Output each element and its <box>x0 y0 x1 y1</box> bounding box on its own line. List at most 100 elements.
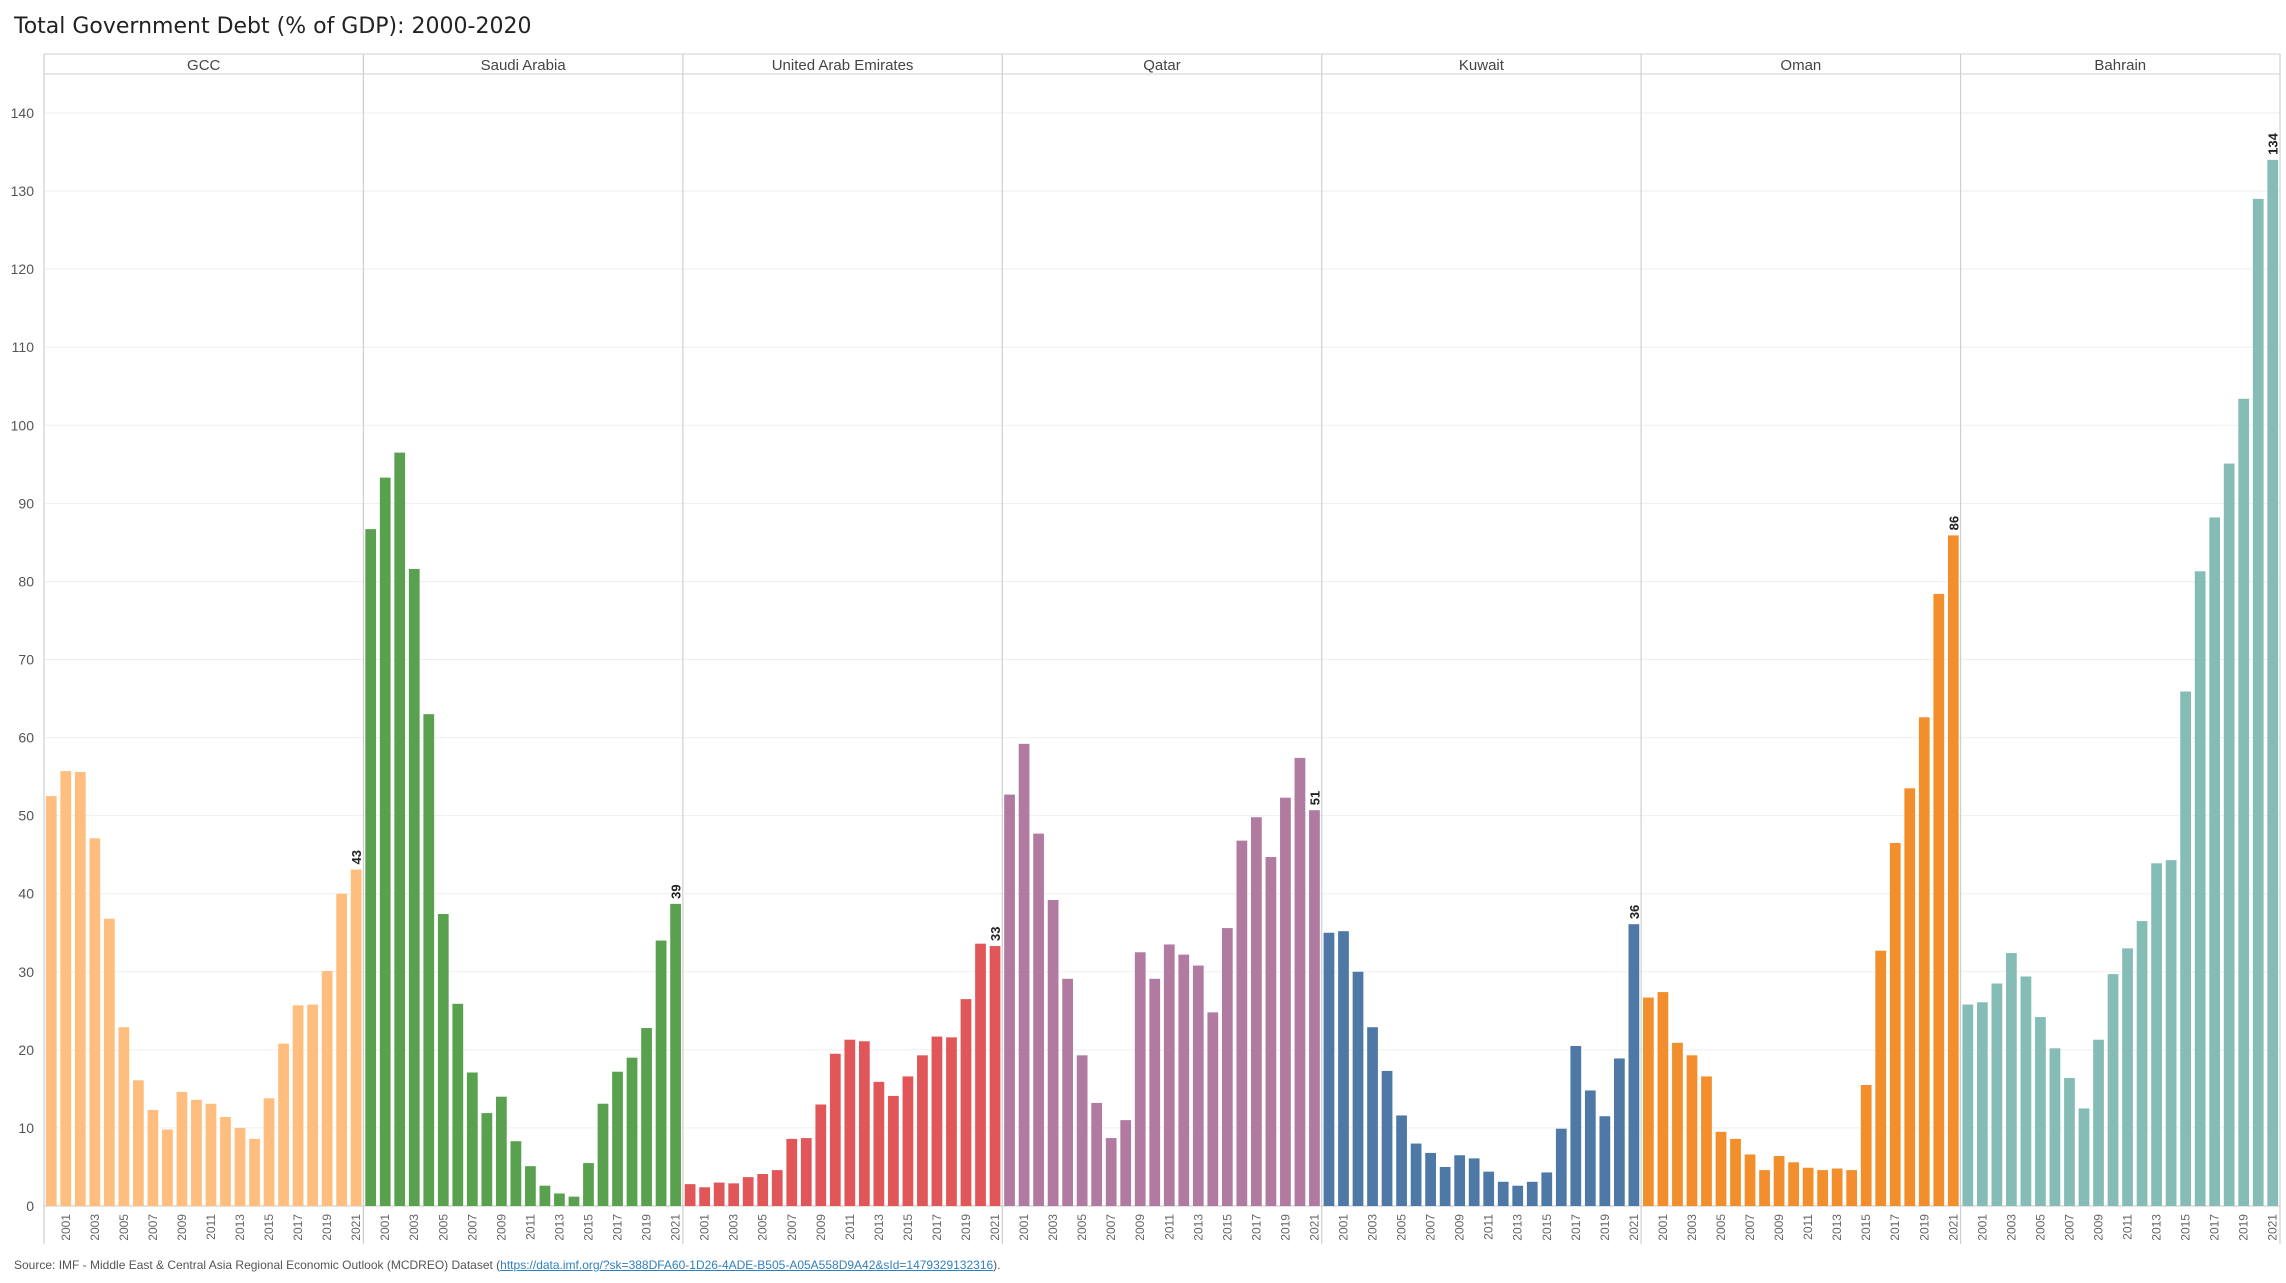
panel-label: Oman <box>1780 57 1821 74</box>
bar <box>1381 1070 1393 1206</box>
x-tick-label: 2013 <box>233 1214 247 1241</box>
bar <box>1730 1138 1741 1206</box>
x-tick-label: 2001 <box>1336 1214 1350 1241</box>
bar <box>2107 974 2119 1206</box>
bar <box>1541 1172 1553 1206</box>
bar <box>742 1177 754 1206</box>
x-tick-label: 2005 <box>1075 1214 1089 1241</box>
x-tick-label: 2021 <box>349 1214 363 1241</box>
x-tick-label: 2007 <box>1424 1214 1438 1241</box>
bar <box>1889 842 1901 1206</box>
bar <box>1367 1027 1378 1206</box>
x-tick-label: 2009 <box>1453 1214 1467 1241</box>
x-tick-label: 2019 <box>640 1214 654 1241</box>
bar <box>1846 1170 1858 1206</box>
x-tick-label: 2001 <box>698 1214 712 1241</box>
bar <box>1120 1120 1132 1206</box>
bar <box>597 1103 609 1206</box>
bar <box>1105 1138 1117 1206</box>
bar <box>1483 1171 1495 1206</box>
panel-label: Bahrain <box>2094 57 2146 74</box>
bar <box>205 1103 217 1206</box>
bar <box>1976 1002 1988 1206</box>
bar <box>539 1185 551 1206</box>
bar <box>2035 1017 2046 1206</box>
bar <box>1018 743 1030 1206</box>
x-tick-label: 2005 <box>117 1214 131 1241</box>
x-tick-label: 2021 <box>2266 1214 2280 1241</box>
bar <box>394 452 406 1206</box>
bar <box>2151 863 2162 1206</box>
bar <box>1686 1055 1698 1206</box>
bar <box>1788 1162 1799 1206</box>
bar <box>2194 571 2206 1206</box>
bar <box>481 1113 493 1206</box>
x-tick-label: 2003 <box>2004 1214 2018 1241</box>
bar <box>1817 1170 1829 1206</box>
bar <box>757 1173 769 1206</box>
x-tick-label: 2001 <box>1656 1214 1670 1241</box>
bar <box>1251 817 1262 1206</box>
bar <box>1497 1181 1509 1206</box>
x-tick-label: 2007 <box>785 1214 799 1241</box>
x-tick-label: 2013 <box>552 1214 566 1241</box>
bar <box>713 1182 725 1206</box>
y-tick-label: 40 <box>18 886 34 902</box>
bar <box>612 1071 623 1206</box>
bar <box>1715 1131 1727 1206</box>
bar <box>699 1187 711 1206</box>
bar <box>1004 794 1015 1206</box>
bar <box>917 1055 928 1206</box>
x-tick-label: 2001 <box>378 1214 392 1241</box>
bar <box>2238 398 2250 1206</box>
x-tick-label: 2015 <box>901 1214 915 1241</box>
x-tick-label: 2001 <box>1975 1214 1989 1241</box>
panel-label: Kuwait <box>1459 57 1505 74</box>
bar <box>1657 992 1669 1206</box>
bar <box>1265 857 1277 1206</box>
bar <box>1584 1090 1596 1206</box>
x-tick-label: 2015 <box>581 1214 595 1241</box>
x-tick-label: 2011 <box>2121 1214 2135 1240</box>
source-link[interactable]: https://data.imf.org/?sk=388DFA60-1D26-4… <box>500 1258 994 1272</box>
bar <box>2165 860 2177 1206</box>
bar <box>1396 1115 1407 1206</box>
bar <box>2252 198 2264 1206</box>
x-tick-label: 2015 <box>1859 1214 1873 1241</box>
bar <box>1875 950 1887 1206</box>
bar <box>1047 899 1059 1206</box>
x-tick-label: 2017 <box>291 1214 305 1241</box>
bar <box>2078 1108 2090 1206</box>
x-tick-label: 2005 <box>436 1214 450 1241</box>
x-tick-label: 2005 <box>1395 1214 1409 1241</box>
bar <box>1570 1045 1582 1206</box>
source-suffix: ). <box>993 1258 1001 1272</box>
bar <box>350 869 362 1206</box>
x-tick-label: 2011 <box>204 1214 218 1240</box>
x-tick-label: 2013 <box>1830 1214 1844 1241</box>
bar <box>220 1117 231 1206</box>
bar <box>2064 1077 2075 1206</box>
x-tick-label: 2019 <box>2237 1214 2251 1241</box>
bar <box>1613 1058 1625 1206</box>
x-tick-label: 2015 <box>2179 1214 2193 1241</box>
bar <box>1962 1004 1974 1206</box>
x-tick-label: 2017 <box>1569 1214 1583 1241</box>
bar <box>1904 788 1916 1206</box>
y-tick-label: 30 <box>18 964 34 980</box>
x-tick-label: 2001 <box>1017 1214 1031 1241</box>
bar <box>771 1170 783 1206</box>
bar <box>960 999 972 1206</box>
bar <box>437 914 449 1206</box>
bar <box>1033 833 1044 1206</box>
x-tick-label: 2021 <box>1627 1214 1641 1241</box>
bar <box>728 1183 740 1206</box>
x-tick-label: 2007 <box>1743 1214 1757 1241</box>
x-tick-label: 2009 <box>175 1214 189 1241</box>
bar <box>452 1003 464 1206</box>
bar <box>336 893 348 1206</box>
bar <box>800 1138 812 1206</box>
bar <box>2093 1039 2104 1206</box>
bar <box>1309 810 1320 1206</box>
